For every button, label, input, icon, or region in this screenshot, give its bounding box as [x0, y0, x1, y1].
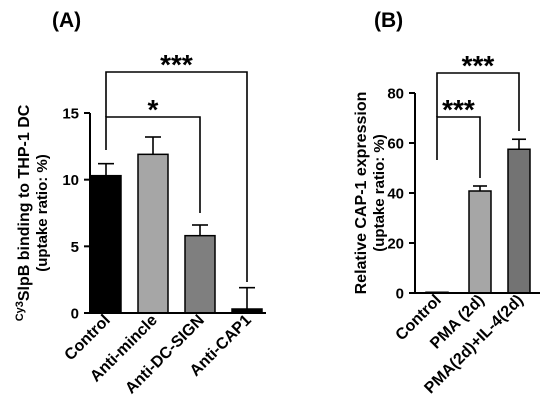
y-tick-label: 0 — [71, 306, 79, 323]
y-axis-subtitle: (uptake ratio: %) — [371, 134, 388, 252]
bar-pma-2d — [468, 190, 492, 294]
panel-b: (B) Relative CAP-1 expression (uptake rati… — [353, 9, 540, 397]
y-axis-title-main: SlpB binding to THP-1 DC — [16, 104, 33, 301]
panel-a: (A) Cy3SlpB binding to THP-1 DC (uptake ra… — [14, 9, 266, 397]
y-tick-label: 60 — [387, 136, 404, 153]
error-bar-anti-cap1 — [239, 286, 255, 309]
significance-label: *** — [442, 94, 475, 125]
y-tick-label: 15 — [62, 106, 79, 123]
bar-anti-dc-sign — [184, 234, 216, 314]
error-bar-pma-2d-il-4-2d — [512, 138, 526, 150]
error-bar-control — [98, 162, 114, 176]
bar-control — [90, 174, 122, 314]
error-bar-anti-mincle — [145, 136, 161, 155]
panel-label: (B) — [374, 9, 403, 32]
significance-bracket — [105, 116, 201, 213]
y-tick-label: 10 — [62, 172, 79, 189]
significance-label: * — [148, 94, 159, 125]
significance-bracket — [436, 116, 481, 178]
significance-label: *** — [160, 49, 193, 80]
y-tick-label: 0 — [396, 286, 404, 303]
y-axis-subtitle: (uptake ratio: %) — [34, 154, 51, 272]
y-tick-label: 20 — [387, 236, 404, 253]
error-bar-pma-2d — [473, 185, 487, 191]
y-tick-label: 80 — [387, 86, 404, 103]
y-axis-title-superscript: Cy3 — [14, 301, 26, 321]
y-axis-title: Relative CAP-1 expression — [353, 92, 370, 295]
significance-bracket — [436, 72, 520, 131]
bar-anti-mincle — [137, 153, 169, 314]
y-tick-label: 40 — [387, 186, 404, 203]
error-bar-anti-dc-sign — [192, 224, 208, 236]
panel-label: (A) — [52, 9, 81, 32]
significance-label: *** — [462, 50, 495, 81]
significance-bracket — [105, 71, 248, 282]
y-tick-label: 5 — [71, 239, 79, 256]
bar-pma-2d-il-4-2d — [507, 148, 531, 294]
y-axis-title: Cy3SlpB binding to THP-1 DC — [14, 104, 33, 321]
